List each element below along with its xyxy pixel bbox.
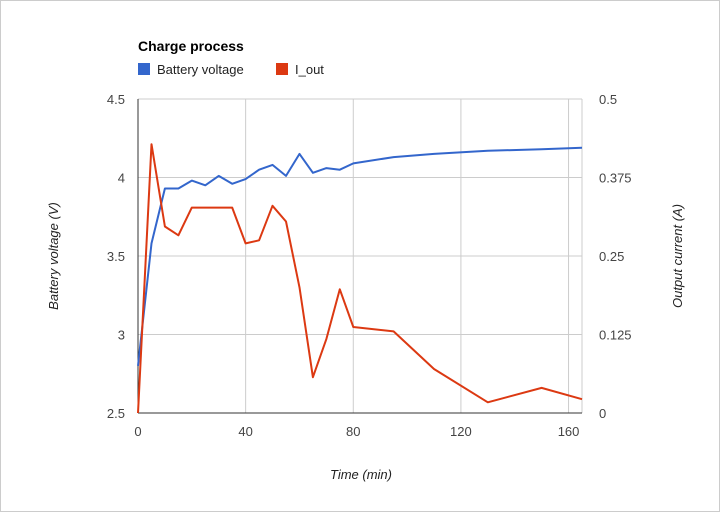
y2-tick-label: 0.5 <box>599 92 617 107</box>
chart-title: Charge process <box>138 38 244 54</box>
series-lines <box>137 143 583 414</box>
gridlines <box>138 98 583 413</box>
legend-label-i-out[interactable]: I_out <box>295 62 324 77</box>
y-tick-label: 2.5 <box>107 406 125 421</box>
y-axis-title: Battery voltage (V) <box>46 202 61 310</box>
series-line-i-out <box>137 143 583 414</box>
y2-tick-label: 0.25 <box>599 249 624 264</box>
y2-axis-title: Output current (A) <box>670 204 685 308</box>
x-tick-label: 120 <box>450 424 472 439</box>
y-tick-label: 4 <box>118 171 125 186</box>
x-tick-label: 40 <box>238 424 252 439</box>
x-tick-label: 160 <box>558 424 580 439</box>
y2-tick-label: 0 <box>599 406 606 421</box>
y2-tick-label: 0.375 <box>599 171 632 186</box>
x-axis-title: Time (min) <box>330 467 392 482</box>
legend-swatch-battery-voltage <box>138 63 150 75</box>
y-tick-label: 3.5 <box>107 249 125 264</box>
y2-tick-label: 0.125 <box>599 328 632 343</box>
series-line-battery-voltage <box>137 146 583 367</box>
x-tick-label: 80 <box>346 424 360 439</box>
legend: Battery voltage I_out <box>138 62 324 77</box>
x-tick-label: 0 <box>134 424 141 439</box>
y-tick-label: 3 <box>118 328 125 343</box>
y-tick-label: 4.5 <box>107 92 125 107</box>
legend-label-battery-voltage[interactable]: Battery voltage <box>157 62 244 77</box>
legend-swatch-i-out <box>276 63 288 75</box>
tick-labels: 2.5 3 3.5 4 4.5 0 0.125 0.25 0.375 0.5 0 40 80 120 160 <box>107 92 632 439</box>
